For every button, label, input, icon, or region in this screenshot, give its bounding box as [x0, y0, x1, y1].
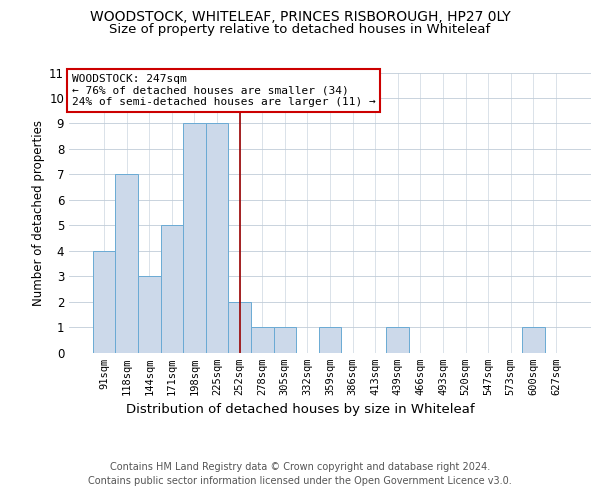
Bar — [138, 276, 161, 352]
Bar — [251, 327, 274, 352]
Text: WOODSTOCK: 247sqm
← 76% of detached houses are smaller (34)
24% of semi-detached: WOODSTOCK: 247sqm ← 76% of detached hous… — [71, 74, 376, 107]
Bar — [183, 124, 206, 352]
Text: Distribution of detached houses by size in Whiteleaf: Distribution of detached houses by size … — [125, 402, 475, 415]
Text: Size of property relative to detached houses in Whiteleaf: Size of property relative to detached ho… — [109, 22, 491, 36]
Bar — [229, 302, 251, 352]
Text: Contains HM Land Registry data © Crown copyright and database right 2024.: Contains HM Land Registry data © Crown c… — [110, 462, 490, 472]
Bar — [522, 327, 545, 352]
Bar — [93, 250, 115, 352]
Bar — [206, 124, 229, 352]
Y-axis label: Number of detached properties: Number of detached properties — [32, 120, 45, 306]
Text: Contains public sector information licensed under the Open Government Licence v3: Contains public sector information licen… — [88, 476, 512, 486]
Bar — [319, 327, 341, 352]
Bar — [386, 327, 409, 352]
Bar — [161, 225, 183, 352]
Bar — [115, 174, 138, 352]
Bar — [274, 327, 296, 352]
Text: WOODSTOCK, WHITELEAF, PRINCES RISBOROUGH, HP27 0LY: WOODSTOCK, WHITELEAF, PRINCES RISBOROUGH… — [89, 10, 511, 24]
